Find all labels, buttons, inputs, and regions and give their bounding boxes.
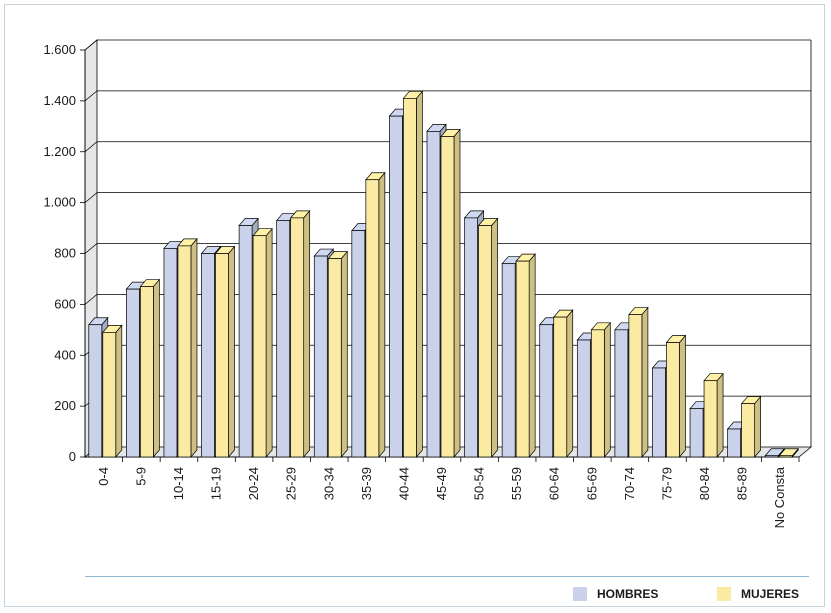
x-tick-label: 25-29: [284, 467, 299, 500]
legend-swatch-mujeres: [717, 587, 731, 601]
bar-hombres: [727, 428, 741, 458]
bar-mujeres-side: [716, 372, 724, 458]
bar-mujeres: [403, 97, 417, 458]
x-tick-label: 35-39: [359, 467, 374, 500]
bar-hombres: [389, 115, 403, 458]
bar-mujeres-side: [265, 227, 273, 458]
x-tick-label: 15-19: [209, 467, 224, 500]
chart-frame: 0 200 400 600 800 1.000 1.200 1.400 1.600 0-4 5-9 1…: [4, 4, 825, 607]
bar-mujeres-side: [378, 171, 386, 458]
legend-divider: [85, 576, 809, 577]
gridline-side: [84, 141, 98, 153]
bar-hombres: [126, 288, 140, 458]
bar-hombres: [539, 324, 554, 458]
gridline-side: [84, 192, 98, 203]
bar-hombres: [276, 220, 291, 458]
gridline-side: [84, 90, 98, 102]
x-tick-label: 45-49: [434, 467, 449, 500]
bar-mujeres-side: [303, 209, 311, 458]
bar-mujeres: [628, 314, 643, 458]
bar-mujeres: [553, 316, 568, 458]
bar-hombres: [764, 455, 779, 458]
x-tick-label: 0-4: [96, 467, 111, 486]
x-tick-label: 5-9: [133, 467, 148, 486]
gridline-side: [84, 243, 98, 254]
bar-hombres: [351, 230, 366, 458]
bar-mujeres-side: [453, 128, 461, 458]
bar-hombres: [201, 253, 215, 458]
bar-mujeres-side: [754, 395, 761, 458]
bar-mujeres-side: [228, 245, 235, 458]
bar-mujeres: [590, 329, 605, 458]
y-tick-label: 800: [54, 246, 76, 261]
legend-label-mujeres: MUJERES: [741, 587, 800, 601]
bar-mujeres-side: [566, 309, 574, 458]
x-tick-label: 40-44: [396, 467, 411, 500]
y-tick-label: 0: [69, 449, 76, 464]
bar-mujeres: [478, 225, 492, 458]
bar-hombres: [88, 324, 103, 458]
bar-mujeres-side: [641, 306, 649, 458]
x-tick-label: 60-64: [547, 467, 562, 500]
bar-mujeres: [102, 332, 117, 458]
y-tick-label: 1.600: [43, 42, 76, 57]
x-tick-label: 75-79: [659, 467, 674, 500]
x-tick-label: 55-59: [509, 467, 524, 500]
x-tick-label: 30-34: [321, 467, 336, 500]
bar-mujeres-side: [153, 278, 160, 458]
legend-label-hombres: HOMBRES: [597, 587, 659, 601]
x-tick-label: No Consta: [772, 466, 787, 528]
bar-mujeres: [365, 179, 380, 458]
x-tick-label: 20-24: [246, 467, 261, 500]
bar-mujeres: [290, 217, 305, 458]
y-tick-label: 1.400: [43, 93, 76, 108]
bar-mujeres-side: [603, 321, 611, 458]
gridline-side: [84, 294, 98, 305]
bar-mujeres-side: [491, 217, 498, 458]
bar-mujeres: [215, 253, 229, 458]
bar-hombres: [313, 255, 328, 458]
bar-mujeres: [252, 235, 267, 458]
x-tick-label: 50-54: [472, 467, 487, 500]
legend-swatch-hombres: [573, 587, 587, 601]
bar-mujeres: [778, 455, 793, 458]
bar-mujeres: [327, 258, 342, 458]
bar-mujeres: [703, 380, 718, 458]
bar-hombres: [652, 367, 666, 458]
x-tick-label: 65-69: [584, 467, 599, 500]
bar-mujeres: [140, 286, 154, 458]
y-tick-label: 600: [54, 296, 76, 311]
bar-mujeres-side: [528, 253, 536, 458]
y-tick-label: 1.000: [43, 195, 76, 210]
bar-hombres: [501, 263, 516, 458]
x-tick-label: 85-89: [735, 467, 750, 500]
y-tick-label: 1.200: [43, 144, 76, 159]
bar-chart: 0 200 400 600 800 1.000 1.200 1.400 1.600 0-4 5-9 1…: [43, 39, 813, 528]
gridline-side: [84, 39, 98, 51]
bar-hombres: [614, 329, 629, 458]
x-tick-label: 70-74: [622, 467, 637, 500]
bar-mujeres-side: [340, 250, 348, 458]
bar-hombres: [426, 131, 441, 458]
bar-hombres: [464, 217, 478, 458]
bar-mujeres-side: [190, 237, 198, 458]
bar-mujeres-side: [115, 324, 123, 458]
bar-mujeres: [515, 260, 530, 458]
x-tick-label: 10-14: [171, 467, 186, 500]
bar-mujeres: [177, 245, 192, 458]
bar-hombres: [238, 225, 253, 458]
x-tick-label: 80-84: [697, 467, 712, 500]
bar-hombres: [576, 339, 591, 458]
bar-hombres: [689, 408, 704, 458]
bar-hombres: [163, 248, 178, 458]
bar-mujeres: [440, 136, 455, 458]
legend-item-mujeres: MUJERES: [717, 586, 799, 602]
bar-mujeres-side: [679, 334, 686, 458]
y-tick-label: 200: [54, 398, 76, 413]
y-tick-label: 400: [54, 347, 76, 362]
bar-mujeres: [666, 342, 680, 458]
bar-mujeres-side: [416, 90, 423, 458]
legend-item-hombres: HOMBRES: [573, 586, 658, 602]
bar-mujeres: [741, 403, 755, 458]
